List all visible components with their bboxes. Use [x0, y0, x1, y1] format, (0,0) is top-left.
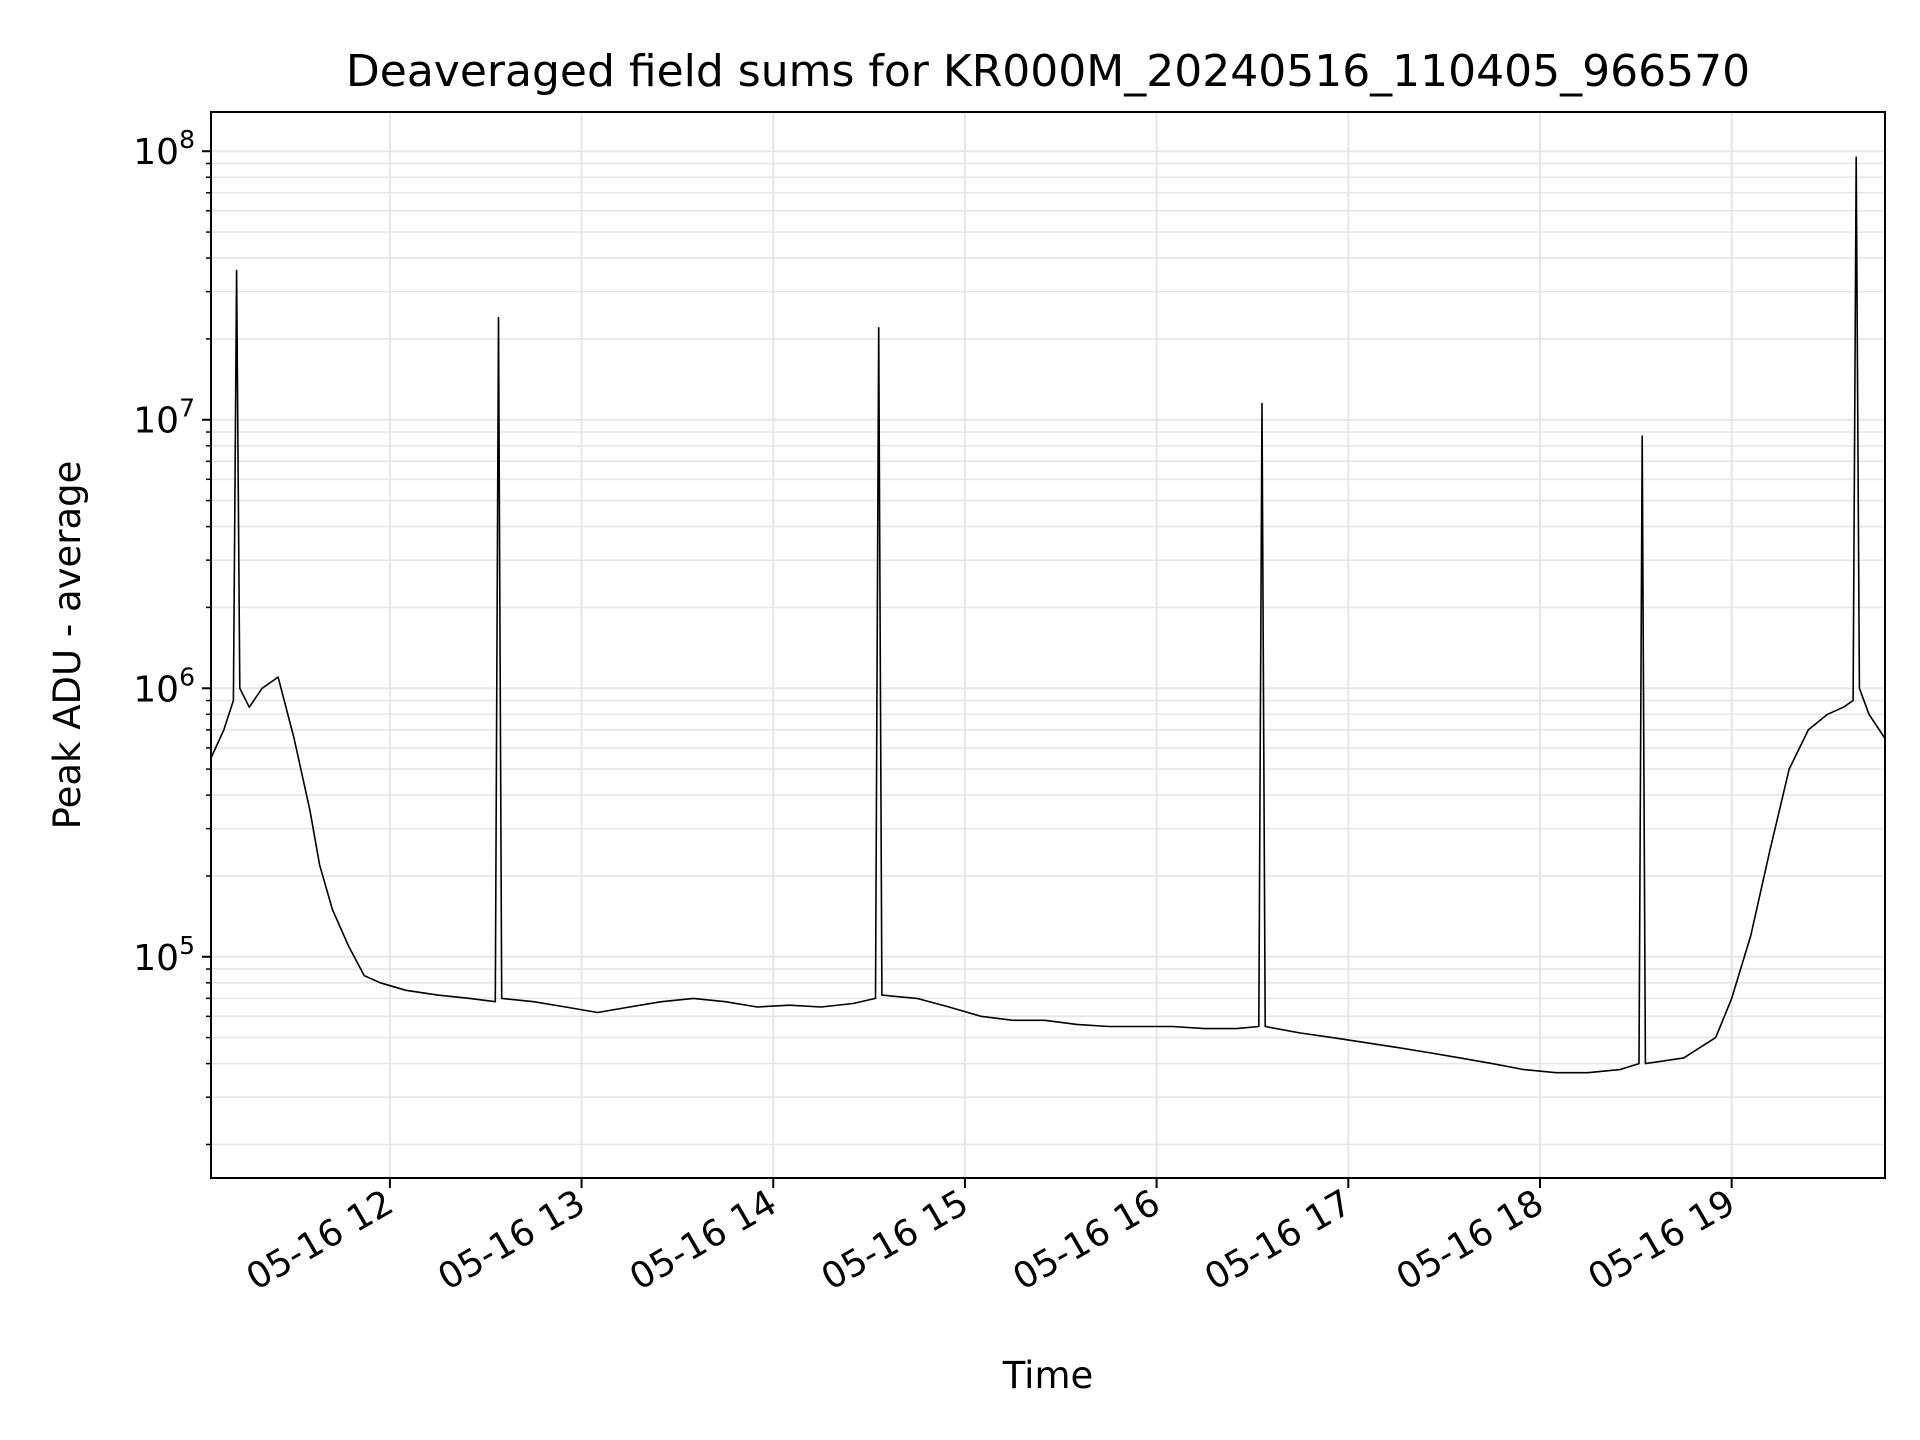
y-tick-label: 106: [133, 662, 195, 710]
plot-area: [210, 156, 1886, 1074]
series-line: [210, 156, 1886, 1074]
y-axis-label: Peak ADU - average: [46, 461, 89, 830]
y-tick-label: 107: [133, 394, 195, 442]
x-axis-label: Time: [1002, 1354, 1094, 1397]
plot-frame: [210, 111, 1886, 1179]
y-tick-label: 105: [133, 931, 195, 979]
y-tick-label: 108: [133, 125, 195, 173]
chart-title: Deaveraged field sums for KR000M_2024051…: [346, 46, 1750, 97]
y-axis: 105 106 107 108: [133, 125, 211, 1146]
